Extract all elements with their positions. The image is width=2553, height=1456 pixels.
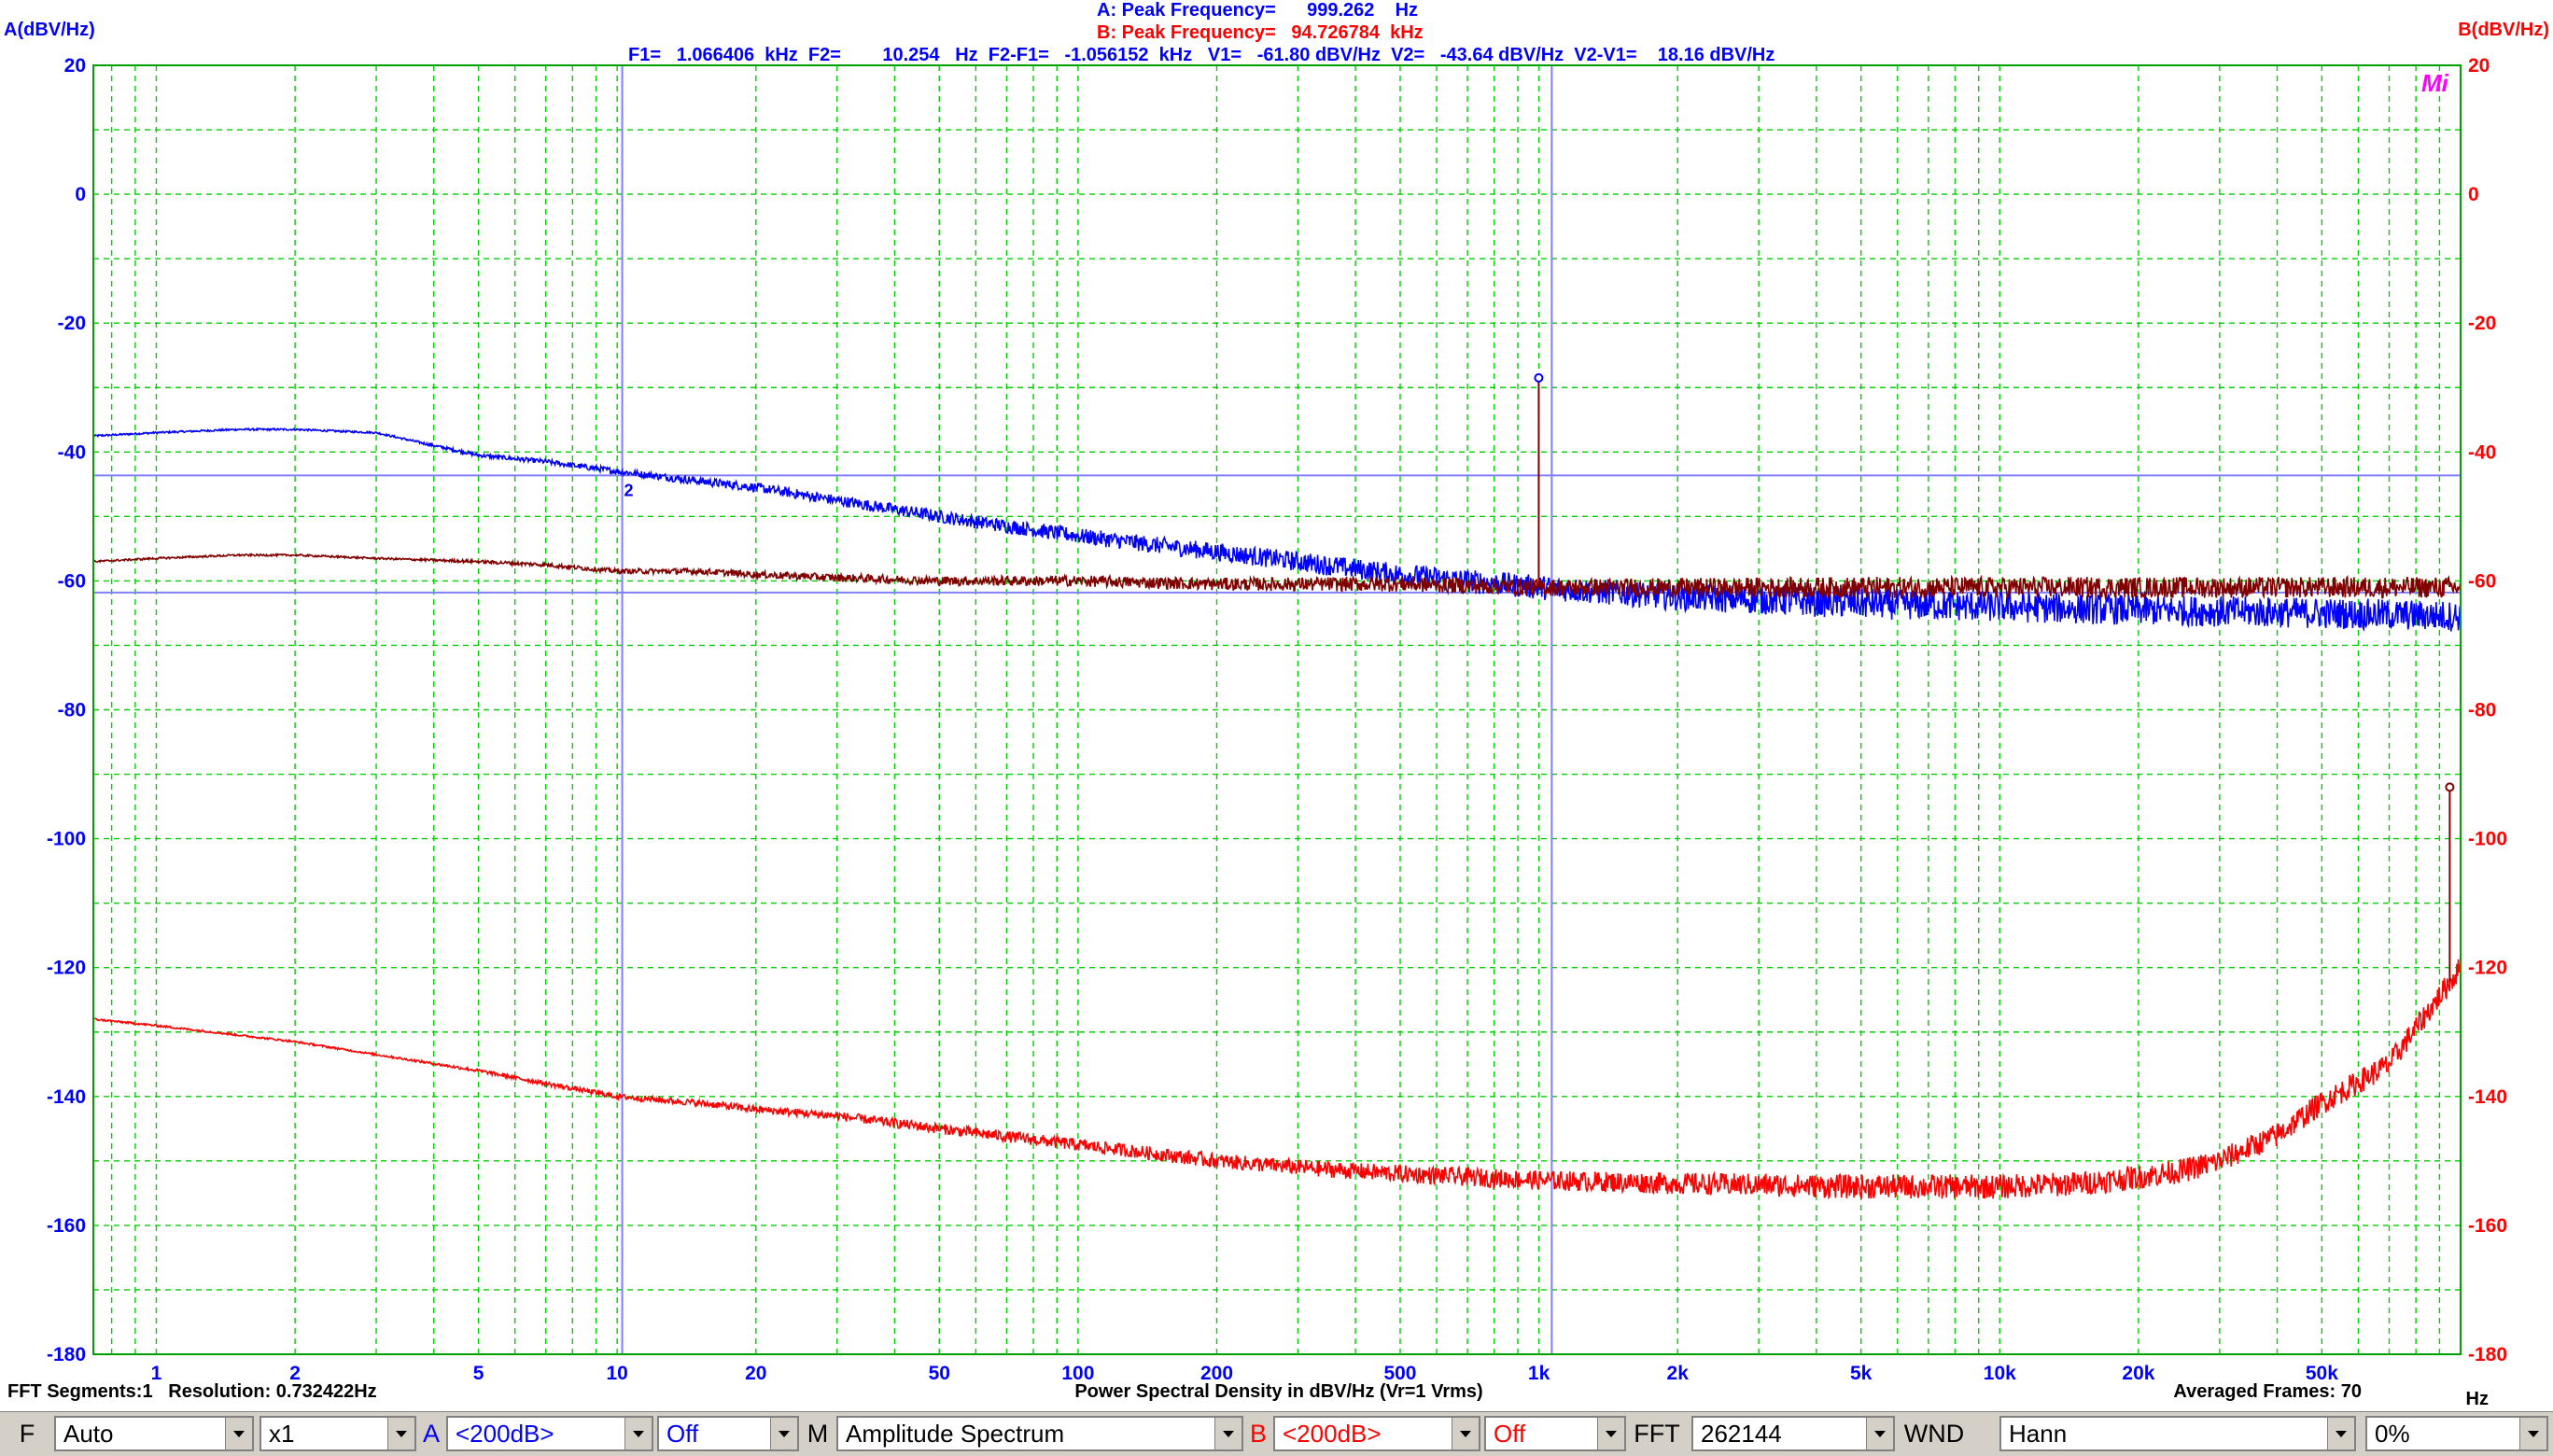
overlap-select[interactable]: 0% [2365, 1416, 2548, 1451]
x-tick-label: 10 [607, 1363, 628, 1384]
x-tick-label: 5k [1850, 1363, 1873, 1384]
x-unit-label: Hz [2466, 1389, 2489, 1409]
y-tick-label-right: -120 [2468, 958, 2507, 979]
y-tick-label-right: -80 [2468, 700, 2496, 721]
zoom-value: x1 [269, 1420, 295, 1448]
y-tick-label-left: -140 [47, 1086, 86, 1108]
y-tick-labels-right: 20 0 -20 -40 -60 -80 -100 -120 -140 -160 -180 [2468, 55, 2507, 1365]
chevron-down-icon[interactable] [225, 1418, 252, 1449]
fft-size-value: 262144 [1701, 1420, 1782, 1448]
y-tick-label-left: 0 [75, 184, 86, 205]
channel-a-range-value: <200dB> [456, 1420, 554, 1448]
chevron-down-icon[interactable] [387, 1418, 414, 1449]
y-tick-label-left: -80 [58, 700, 86, 721]
x-tick-label: 5 [473, 1363, 484, 1384]
x-tick-label: 500 [1383, 1363, 1416, 1384]
series-layer [92, 372, 2462, 1200]
x-tick-label: 200 [1200, 1363, 1233, 1384]
channel-a-trace [92, 427, 2462, 633]
b-key-label: B [1249, 1420, 1267, 1448]
peak-marker [1534, 372, 1544, 383]
y-tick-label-right: -20 [2468, 313, 2496, 334]
y-tick-label-left: -20 [58, 313, 86, 334]
y-axis-label-left: A(dBV/Hz) [4, 20, 95, 40]
y-tick-label-left: -60 [58, 570, 86, 592]
y-tick-label-right: -40 [2468, 441, 2496, 463]
x-tick-labels: 1 2 5 10 20 50 100 200 500 1k 2k 5k 10k 20k 50k [151, 1363, 2339, 1384]
measurement-mode-value: Amplitude Spectrum [846, 1420, 1065, 1448]
fft-key-label: FFT [1634, 1420, 1680, 1448]
f-key-label: F [19, 1420, 35, 1448]
channel-b-range-value: <200dB> [1283, 1420, 1382, 1448]
y-tick-label-left: 20 [64, 55, 86, 77]
chevron-down-icon[interactable] [770, 1418, 797, 1449]
chevron-down-icon[interactable] [624, 1418, 652, 1449]
x-tick-label: 20 [745, 1363, 766, 1384]
y-tick-label-right: -60 [2468, 570, 2496, 592]
measurement-mode-select[interactable]: Amplitude Spectrum [836, 1416, 1243, 1451]
peak-frequency-b: B: Peak Frequency= 94.726784 kHz [1097, 22, 1424, 43]
channel-b-range-select[interactable]: <200dB> [1273, 1416, 1480, 1451]
y-tick-label-left: -160 [47, 1215, 86, 1237]
cursor-marker-label: 2 [624, 481, 634, 499]
frequency-scale-select[interactable]: Auto [54, 1416, 254, 1451]
x-tick-label: 1k [1528, 1363, 1550, 1384]
averaged-frames: Averaged Frames: 70 [2173, 1381, 2362, 1402]
frequency-scale-value: Auto [63, 1420, 114, 1448]
y-tick-label-right: 20 [2468, 55, 2490, 77]
chevron-down-icon[interactable] [1597, 1418, 1624, 1449]
chevron-down-icon[interactable] [2519, 1418, 2546, 1449]
chevron-down-icon[interactable] [1214, 1418, 1241, 1449]
bottom-toolbar: F Auto x1 A <200dB> Off M Amplitude Spec… [0, 1411, 2553, 1456]
x-axis-label: Power Spectral Density in dBV/Hz (Vr=1 V… [1074, 1381, 1482, 1402]
x-tick-label: 50k [2306, 1363, 2338, 1384]
cursor-readout: F1= 1.066406 kHz F2= 10.254 Hz F2-F1= -1… [628, 45, 1774, 65]
window-function-select[interactable]: Hann [1999, 1416, 2356, 1451]
x-tick-label: 1 [151, 1363, 162, 1384]
wnd-key-label: WND [1903, 1420, 1965, 1448]
y-tick-label-right: -140 [2468, 1086, 2507, 1108]
peak-frequency-a: A: Peak Frequency= 999.262 Hz [1097, 0, 1418, 21]
channel-b-trace [92, 959, 2462, 1200]
channel-a-weighting-select[interactable]: Off [657, 1416, 799, 1451]
m-key-label: M [807, 1420, 829, 1448]
channel-a-range-select[interactable]: <200dB> [446, 1416, 653, 1451]
overlap-value: 0% [2375, 1420, 2410, 1448]
x-tick-label: 2 [289, 1363, 301, 1384]
y-tick-label-right: -100 [2468, 829, 2507, 850]
channel-b-reference-trace [92, 553, 2462, 600]
fft-size-select[interactable]: 262144 [1691, 1416, 1895, 1451]
y-tick-label-left: -120 [47, 958, 86, 979]
x-tick-label: 20k [2122, 1363, 2154, 1384]
psd-chart: 200-20-40-60-80-100-120-140-160-180 200-… [4, 0, 2549, 1409]
peak-marker [2445, 782, 2455, 792]
y-tick-labels-left: 20 0 -20 -40 -60 -80 -100 -120 -140 -160 -180 [47, 55, 86, 1365]
channel-a-weighting-value: Off [666, 1420, 699, 1448]
a-key-label: A [422, 1420, 440, 1448]
x-tick-label: 2k [1667, 1363, 1690, 1384]
logo: Mi [2421, 69, 2449, 97]
chevron-down-icon[interactable] [1866, 1418, 1893, 1449]
channel-b-weighting-select[interactable]: Off [1484, 1416, 1626, 1451]
y-axis-label-right: B(dBV/Hz) [2458, 20, 2549, 40]
zoom-select[interactable]: x1 [260, 1416, 416, 1451]
fft-segments-resolution: FFT Segments:1 Resolution: 0.732422Hz [7, 1381, 377, 1402]
y-tick-label-right: -160 [2468, 1215, 2507, 1237]
channel-b-weighting-value: Off [1494, 1420, 1526, 1448]
y-tick-label-left: -100 [47, 829, 86, 850]
chevron-down-icon[interactable] [1452, 1418, 1479, 1449]
y-tick-label-left: -40 [58, 441, 86, 463]
x-tick-label: 100 [1061, 1363, 1094, 1384]
y-tick-label-right: -180 [2468, 1344, 2507, 1365]
chevron-down-icon[interactable] [2327, 1418, 2354, 1449]
y-tick-label-left: -180 [47, 1344, 86, 1365]
window-function-value: Hann [2009, 1420, 2068, 1448]
plot-frame [92, 64, 2462, 1355]
x-tick-label: 10k [1984, 1363, 2016, 1384]
cursor-lines[interactable] [93, 65, 2461, 1354]
y-tick-label-right: 0 [2468, 184, 2479, 205]
x-tick-label: 50 [929, 1363, 950, 1384]
